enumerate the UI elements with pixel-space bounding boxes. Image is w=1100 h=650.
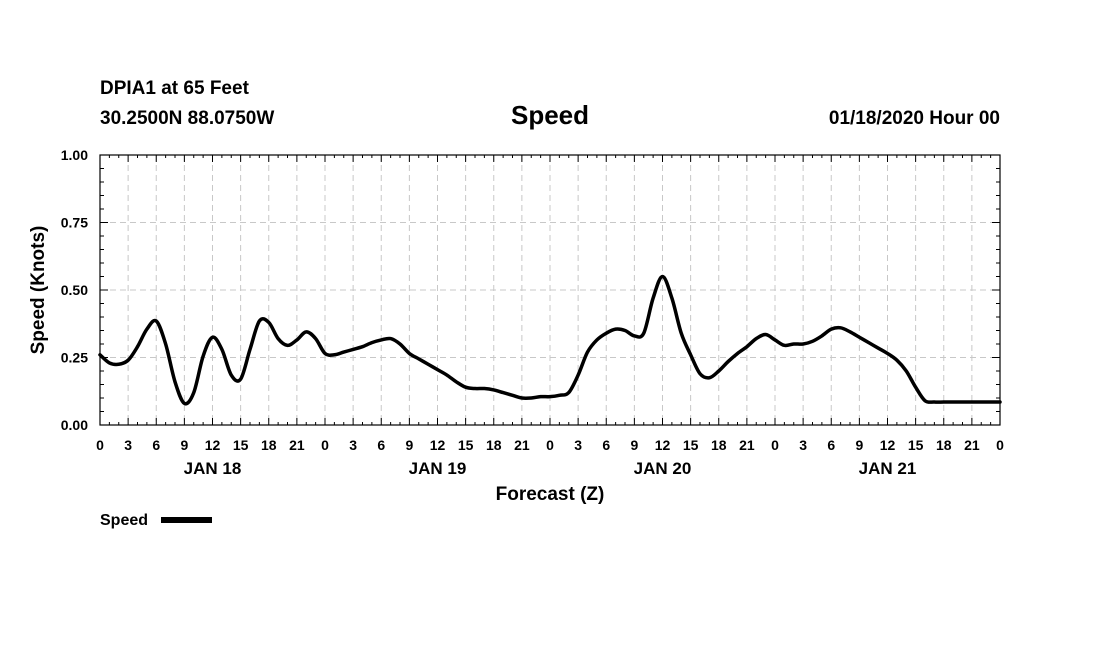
y-tick-label: 0.75 <box>61 215 88 231</box>
x-tick-label: 6 <box>602 437 610 453</box>
x-tick-label: 21 <box>964 437 980 453</box>
station-label: DPIA1 at 65 Feet <box>100 78 250 99</box>
x-axis-label: Forecast (Z) <box>496 484 605 505</box>
x-tick-label: 6 <box>377 437 385 453</box>
y-tick-label: 0.25 <box>61 350 88 366</box>
x-tick-label: 0 <box>996 437 1004 453</box>
gridlines <box>100 155 1000 425</box>
x-tick-label: 21 <box>739 437 755 453</box>
legend-label: Speed <box>100 512 148 529</box>
x-tick-label: 12 <box>205 437 221 453</box>
x-tick-label: 18 <box>261 437 277 453</box>
x-tick-label: 6 <box>827 437 835 453</box>
y-axis-label: Speed (Knots) <box>28 226 49 355</box>
x-tick-label: 15 <box>458 437 474 453</box>
x-tick-label: 12 <box>880 437 896 453</box>
day-label: JAN 19 <box>409 459 467 478</box>
model-run-label: 01/18/2020 Hour 00 <box>829 108 1000 129</box>
x-tick-label: 6 <box>152 437 160 453</box>
coordinates-label: 30.2500N 88.0750W <box>100 108 274 129</box>
y-tick-label: 0.50 <box>61 282 88 298</box>
x-tick-label: 0 <box>546 437 554 453</box>
x-tick-label: 18 <box>936 437 952 453</box>
x-tick-label: 0 <box>771 437 779 453</box>
x-tick-label: 18 <box>486 437 502 453</box>
x-tick-label: 3 <box>799 437 807 453</box>
axes: 0 3 6 9 12 15 18 21 0 3 6 9 12 15 18 21 0 3 6 9 12 15 18 21 0 3 6 9… <box>61 147 1004 478</box>
day-label: JAN 21 <box>859 459 917 478</box>
y-tick-label: 1.00 <box>61 147 88 163</box>
x-tick-label: 21 <box>514 437 530 453</box>
x-tick-label: 9 <box>405 437 413 453</box>
series-layer <box>98 274 1002 406</box>
x-tick-label: 0 <box>96 437 104 453</box>
day-label: JAN 20 <box>634 459 692 478</box>
x-tick-label: 21 <box>289 437 305 453</box>
x-tick-label: 15 <box>683 437 699 453</box>
speed-series-line <box>98 274 1002 406</box>
x-tick-label: 9 <box>180 437 188 453</box>
x-tick-label: 3 <box>574 437 582 453</box>
x-tick-label: 9 <box>630 437 638 453</box>
x-tick-label: 12 <box>430 437 446 453</box>
x-tick-label: 3 <box>124 437 132 453</box>
x-tick-label: 18 <box>711 437 727 453</box>
x-tick-label: 9 <box>855 437 863 453</box>
x-tick-label: 0 <box>321 437 329 453</box>
x-tick-label: 15 <box>233 437 249 453</box>
day-label: JAN 18 <box>184 459 242 478</box>
x-tick-label: 15 <box>908 437 924 453</box>
chart-title: Speed <box>511 100 589 130</box>
x-tick-label: 12 <box>655 437 671 453</box>
y-tick-label: 0.00 <box>61 417 88 433</box>
x-tick-label: 3 <box>349 437 357 453</box>
